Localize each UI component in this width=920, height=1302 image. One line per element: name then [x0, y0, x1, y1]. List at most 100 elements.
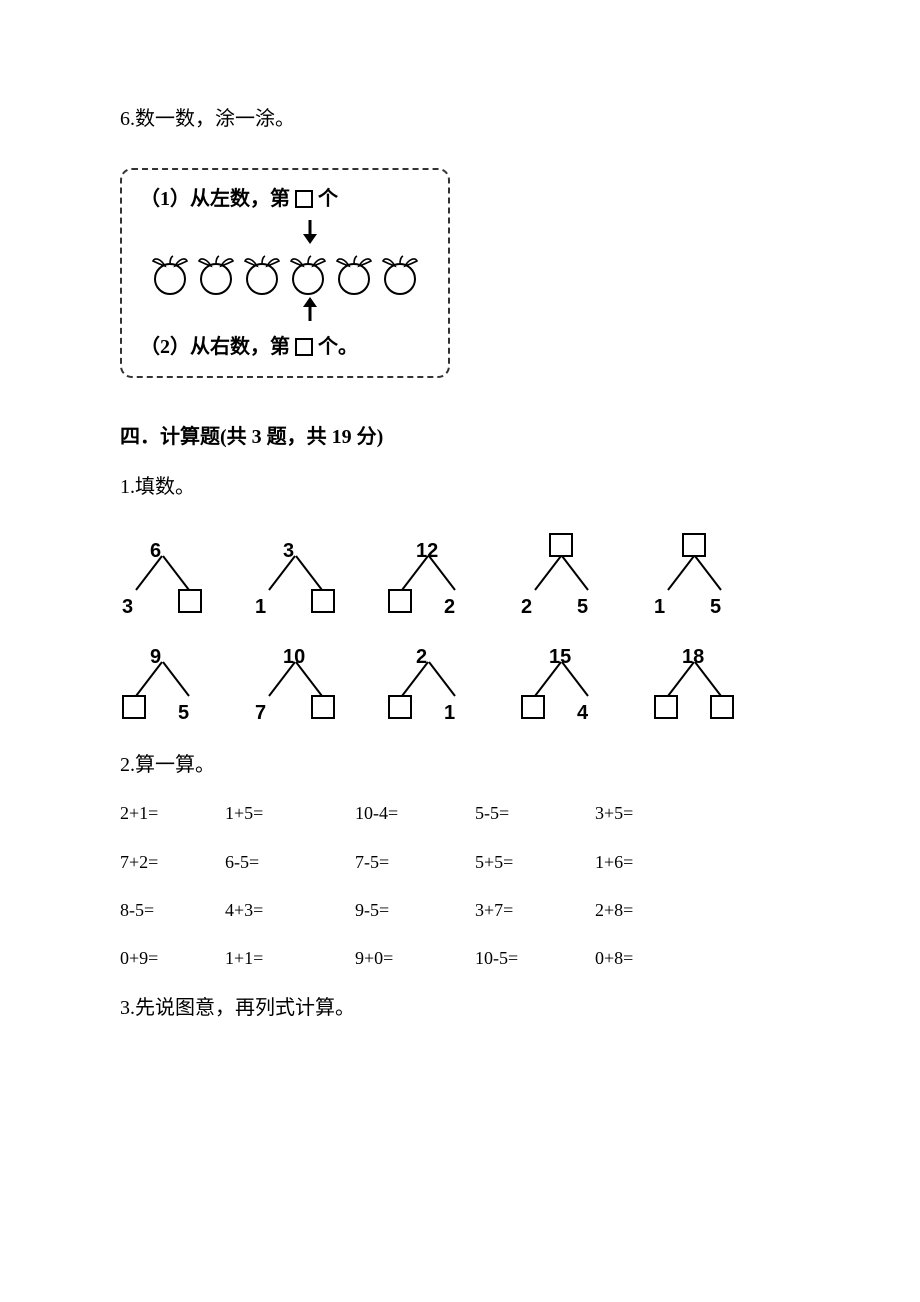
number-bond-blank-box[interactable]: [682, 532, 706, 570]
number-bond-blank-box[interactable]: [521, 694, 545, 732]
number-bond-value: 5: [178, 694, 189, 732]
number-bond-value: 9: [150, 638, 161, 676]
peach-icon: [193, 251, 239, 295]
bond-row-1: 63311222515: [120, 534, 800, 614]
arithmetic-expression: 6-5=: [225, 845, 355, 879]
figure-line-2-prefix: （2）从右数，第: [140, 328, 290, 366]
peach-icon: [331, 251, 377, 295]
question-2-number: 2.: [120, 754, 135, 776]
question-1-number: 1.: [120, 476, 135, 498]
question-3-number: 3.: [120, 997, 135, 1019]
arithmetic-expression: 3+5=: [595, 796, 715, 830]
arithmetic-row: 0+9=1+1=9+0=10-5=0+8=: [120, 941, 800, 975]
number-bond-blank-box[interactable]: [388, 694, 412, 732]
arithmetic-expression: 2+8=: [595, 893, 715, 927]
number-bond-value: 18: [682, 638, 704, 676]
arithmetic-expression: 2+1=: [120, 796, 225, 830]
number-bond: 95: [120, 640, 205, 720]
peach-icon: [377, 251, 423, 295]
section-4-count: (共 3 题，共 19 分): [220, 426, 383, 448]
peach-icon: [239, 251, 285, 295]
number-bond: 122: [386, 534, 471, 614]
number-bond-blank-box[interactable]: [178, 588, 202, 626]
question-2-title: 算一算。: [135, 754, 215, 776]
number-bond: 15: [652, 534, 737, 614]
peach-icon: [147, 251, 193, 295]
arithmetic-expression: 0+8=: [595, 941, 715, 975]
number-bond-value: 15: [549, 638, 571, 676]
number-bond-value: 1: [654, 588, 665, 626]
arrow-up-icon: [130, 297, 440, 328]
number-bond-value: 5: [710, 588, 721, 626]
number-bonds: 63311222515 951072115418: [120, 534, 800, 720]
number-bond-value: 10: [283, 638, 305, 676]
arithmetic-expression: 5+5=: [475, 845, 595, 879]
number-bond-value: 2: [521, 588, 532, 626]
number-bond-blank-box[interactable]: [311, 588, 335, 626]
number-bond: 18: [652, 640, 737, 720]
number-bond: 25: [519, 534, 604, 614]
question-2-heading: 2.算一算。: [120, 746, 800, 784]
number-bond-value: 4: [577, 694, 588, 732]
blank-box[interactable]: [295, 190, 313, 208]
number-bond-value: 12: [416, 532, 438, 570]
question-1-title: 填数。: [135, 476, 195, 498]
bond-row-2: 95 107 21 154 18: [120, 640, 800, 720]
number-bond-value: 3: [122, 588, 133, 626]
arithmetic-expression: 10-5=: [475, 941, 595, 975]
number-bond-value: 7: [255, 694, 266, 732]
arithmetic-expression: 9+0=: [355, 941, 475, 975]
arrow-down-icon: [130, 218, 440, 249]
section-4-heading: 四．计算题(共 3 题，共 19 分): [120, 418, 800, 456]
arithmetic-expression: 7+2=: [120, 845, 225, 879]
number-bond: 31: [253, 534, 338, 614]
question-6-title: 数一数，涂一涂。: [135, 108, 295, 130]
count-shade-figure: （1）从左数，第 个: [120, 168, 450, 378]
arithmetic-expression: 4+3=: [225, 893, 355, 927]
number-bond-value: 2: [444, 588, 455, 626]
arithmetic-grid: 2+1=1+5=10-4=5-5=3+5= 7+2=6-5=7-5=5+5=1+6…: [120, 796, 800, 975]
question-3-title: 先说图意，再列式计算。: [135, 997, 355, 1019]
number-bond-blank-box[interactable]: [710, 694, 734, 732]
section-4-label: 四．计算题: [120, 426, 220, 448]
figure-line-1-suffix: 个: [318, 180, 338, 218]
figure-line-2-suffix: 个。: [318, 328, 358, 366]
number-bond-blank-box[interactable]: [654, 694, 678, 732]
arithmetic-row: 8-5=4+3=9-5=3+7=2+8=: [120, 893, 800, 927]
blank-box[interactable]: [295, 338, 313, 356]
question-6-number: 6.: [120, 108, 135, 130]
question-6-heading: 6.数一数，涂一涂。: [120, 100, 800, 138]
number-bond-value: 1: [444, 694, 455, 732]
number-bond-blank-box[interactable]: [122, 694, 146, 732]
arithmetic-expression: 9-5=: [355, 893, 475, 927]
number-bond: 107: [253, 640, 338, 720]
question-1-heading: 1.填数。: [120, 468, 800, 506]
peach-row: [130, 249, 440, 297]
arithmetic-row: 7+2=6-5=7-5=5+5=1+6=: [120, 845, 800, 879]
arithmetic-expression: 0+9=: [120, 941, 225, 975]
question-3-heading: 3.先说图意，再列式计算。: [120, 989, 800, 1027]
number-bond-value: 2: [416, 638, 427, 676]
number-bond: 21: [386, 640, 471, 720]
number-bond: 154: [519, 640, 604, 720]
number-bond: 63: [120, 534, 205, 614]
number-bond-blank-box[interactable]: [388, 588, 412, 626]
arithmetic-expression: 1+6=: [595, 845, 715, 879]
arithmetic-row: 2+1=1+5=10-4=5-5=3+5=: [120, 796, 800, 830]
number-bond-blank-box[interactable]: [311, 694, 335, 732]
number-bond-value: 3: [283, 532, 294, 570]
arithmetic-expression: 1+1=: [225, 941, 355, 975]
peach-icon: [285, 251, 331, 295]
figure-line-1: （1）从左数，第 个: [130, 180, 440, 218]
figure-line-1-prefix: （1）从左数，第: [140, 180, 290, 218]
arithmetic-expression: 5-5=: [475, 796, 595, 830]
number-bond-value: 6: [150, 532, 161, 570]
arithmetic-expression: 8-5=: [120, 893, 225, 927]
number-bond-value: 1: [255, 588, 266, 626]
arithmetic-expression: 7-5=: [355, 845, 475, 879]
arithmetic-expression: 3+7=: [475, 893, 595, 927]
number-bond-blank-box[interactable]: [549, 532, 573, 570]
figure-line-2: （2）从右数，第 个。: [130, 328, 440, 366]
arithmetic-expression: 10-4=: [355, 796, 475, 830]
number-bond-value: 5: [577, 588, 588, 626]
